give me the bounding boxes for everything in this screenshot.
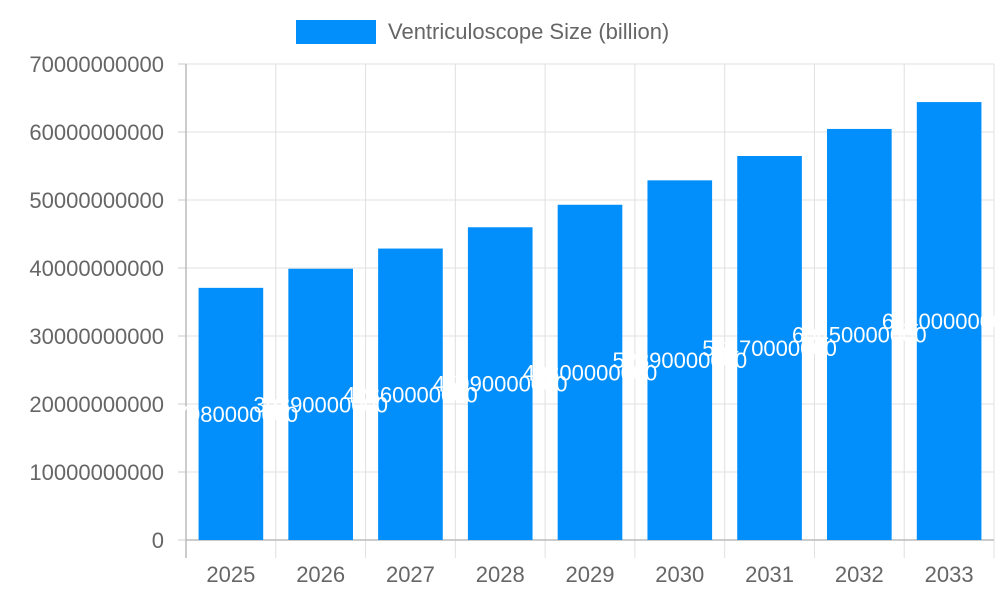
- x-tick-label: 2026: [296, 562, 345, 587]
- y-tick-label: 10000000000: [29, 460, 164, 485]
- x-tick-label: 2028: [476, 562, 525, 587]
- x-tick-label: 2033: [925, 562, 974, 587]
- y-tick-label: 0: [152, 528, 164, 553]
- x-axis: 2025 2026 2027 2028 2029 2030 2031 2032 2033: [186, 539, 994, 587]
- bar-value-label: 39890000000: [253, 392, 388, 417]
- bar[interactable]: [737, 156, 802, 540]
- bar[interactable]: [198, 287, 264, 540]
- bar[interactable]: [647, 180, 713, 540]
- bar-value-label: 45990000000: [433, 372, 568, 397]
- bars: [198, 102, 982, 540]
- y-tick-label: 30000000000: [29, 324, 164, 349]
- x-tick-label: 2027: [386, 562, 435, 587]
- x-tick-label: 2030: [655, 562, 704, 587]
- bar-value-label: 56470000000: [702, 336, 837, 361]
- chart-legend[interactable]: Ventriculoscope Size (billion): [296, 18, 669, 46]
- x-tick-label: 2031: [745, 562, 794, 587]
- bar-value-label: 42860000000: [343, 382, 478, 407]
- y-tick-label: 50000000000: [29, 188, 164, 213]
- bar[interactable]: [827, 128, 892, 540]
- bar-value-label: 64400000000: [882, 309, 1000, 334]
- bar-value-label: 60450000000: [792, 322, 927, 347]
- bar-value-label: 52890000000: [612, 348, 747, 373]
- x-tick-label: 2025: [206, 562, 255, 587]
- bar[interactable]: [557, 204, 623, 540]
- bar[interactable]: [288, 268, 353, 540]
- data-labels: 3708000000039890000000428600000004599000…: [164, 309, 1000, 427]
- y-axis: 0 10000000000 20000000000 30000000000 400000…: [29, 52, 187, 558]
- bar[interactable]: [378, 248, 443, 540]
- legend-swatch: [296, 20, 376, 44]
- bar[interactable]: [467, 227, 533, 540]
- y-tick-label: 70000000000: [29, 52, 164, 77]
- y-tick-label: 60000000000: [29, 120, 164, 145]
- bar[interactable]: [916, 102, 982, 540]
- legend-label: Ventriculoscope Size (billion): [388, 19, 670, 44]
- bar-value-label: 49300000000: [523, 360, 658, 385]
- y-tick-label: 40000000000: [29, 256, 164, 281]
- x-tick-label: 2029: [566, 562, 615, 587]
- y-tick-label: 20000000000: [29, 392, 164, 417]
- x-tick-label: 2032: [835, 562, 884, 587]
- bar-value-label: 37080000000: [164, 402, 299, 427]
